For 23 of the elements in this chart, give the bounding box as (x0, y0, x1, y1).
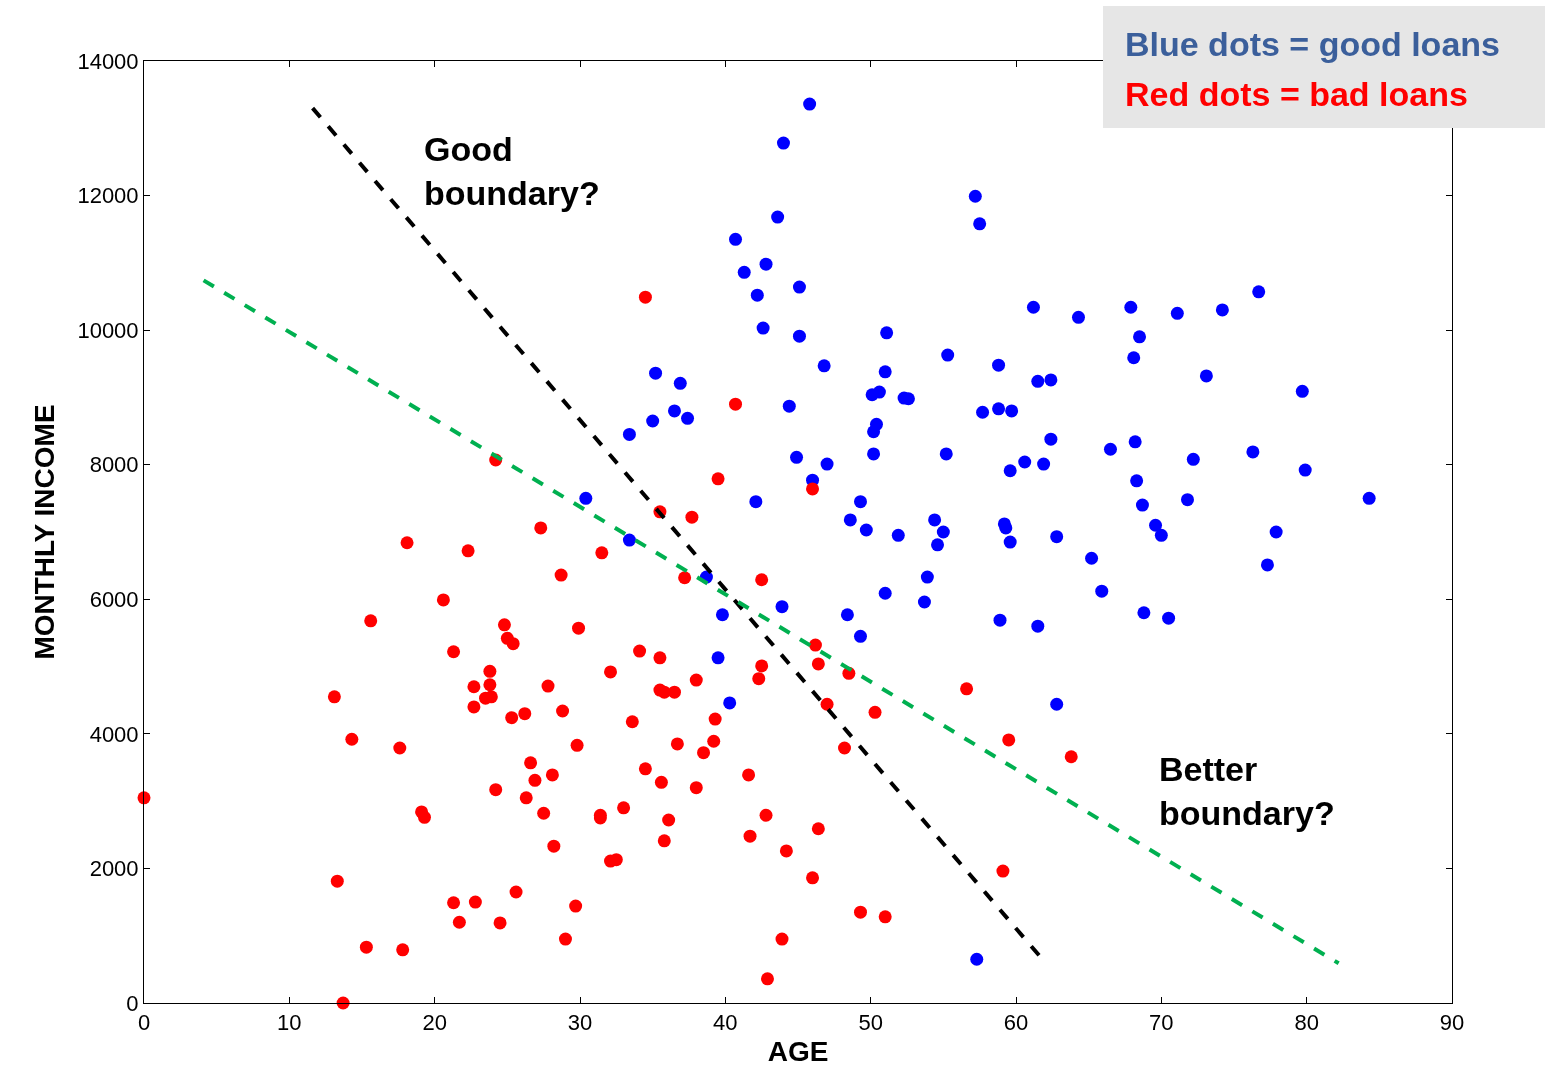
x-tick-label: 50 (858, 1010, 883, 1036)
annotation: Good boundary? (424, 130, 600, 213)
y-tick-label: 12000 (77, 183, 139, 209)
y-tick-label: 6000 (89, 586, 139, 612)
y-tick-label: 14000 (77, 48, 139, 74)
annotation: Blue dots = good loans (1125, 25, 1500, 63)
y-tick-label: 0 (126, 990, 139, 1016)
x-tick-label: 60 (1003, 1010, 1029, 1036)
x-tick-label: 10 (277, 1010, 302, 1036)
x-tick-label: 30 (567, 1010, 593, 1036)
y-tick-label: 2000 (89, 856, 139, 882)
x-tick-label: 90 (1439, 1010, 1465, 1036)
x-tick-label: 20 (422, 1010, 447, 1036)
x-axis-title: AGE (767, 1035, 829, 1067)
x-tick-label: 80 (1294, 1010, 1319, 1036)
x-tick-label: 70 (1149, 1010, 1174, 1036)
annotation: Better boundary? (1159, 750, 1335, 833)
annotation: Red dots = bad loans (1125, 75, 1468, 113)
x-tick-label: 40 (713, 1010, 738, 1036)
y-axis-title: MONTHLY INCOME (29, 404, 61, 660)
y-tick-label: 4000 (89, 721, 139, 747)
y-tick-label: 10000 (77, 317, 139, 343)
y-tick-label: 8000 (89, 452, 139, 478)
